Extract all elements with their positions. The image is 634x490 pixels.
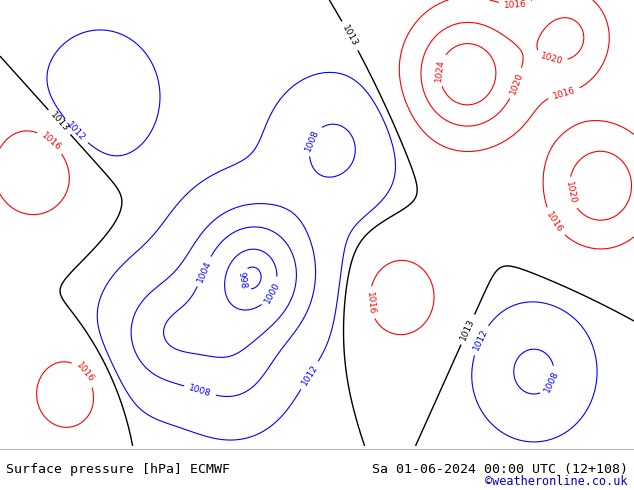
Text: 1008: 1008 — [188, 383, 212, 398]
Text: 1016: 1016 — [544, 210, 564, 234]
Text: 1016: 1016 — [503, 0, 527, 10]
Text: 1020: 1020 — [508, 71, 525, 96]
Text: 1012: 1012 — [65, 120, 87, 143]
Text: 1016: 1016 — [74, 361, 96, 385]
Text: 1012: 1012 — [300, 363, 320, 388]
Text: 1008: 1008 — [303, 128, 320, 152]
Text: 1013: 1013 — [459, 317, 477, 342]
Text: 1020: 1020 — [564, 181, 577, 205]
Text: 1012: 1012 — [471, 328, 489, 352]
Text: ©weatheronline.co.uk: ©weatheronline.co.uk — [485, 475, 628, 488]
Text: 1016: 1016 — [39, 130, 63, 152]
Text: Surface pressure [hPa] ECMWF: Surface pressure [hPa] ECMWF — [6, 463, 230, 476]
Text: Sa 01-06-2024 00:00 UTC (12+108): Sa 01-06-2024 00:00 UTC (12+108) — [372, 463, 628, 476]
Text: 1024: 1024 — [434, 58, 446, 82]
Text: 998: 998 — [236, 271, 248, 290]
Text: 1000: 1000 — [263, 280, 282, 305]
Text: 1020: 1020 — [539, 51, 564, 66]
Text: 1004: 1004 — [195, 259, 212, 284]
Text: 1016: 1016 — [365, 291, 376, 315]
Text: 1008: 1008 — [543, 369, 561, 394]
Text: 1013: 1013 — [340, 24, 359, 48]
Text: 1016: 1016 — [552, 86, 576, 101]
Text: 1013: 1013 — [48, 111, 70, 134]
